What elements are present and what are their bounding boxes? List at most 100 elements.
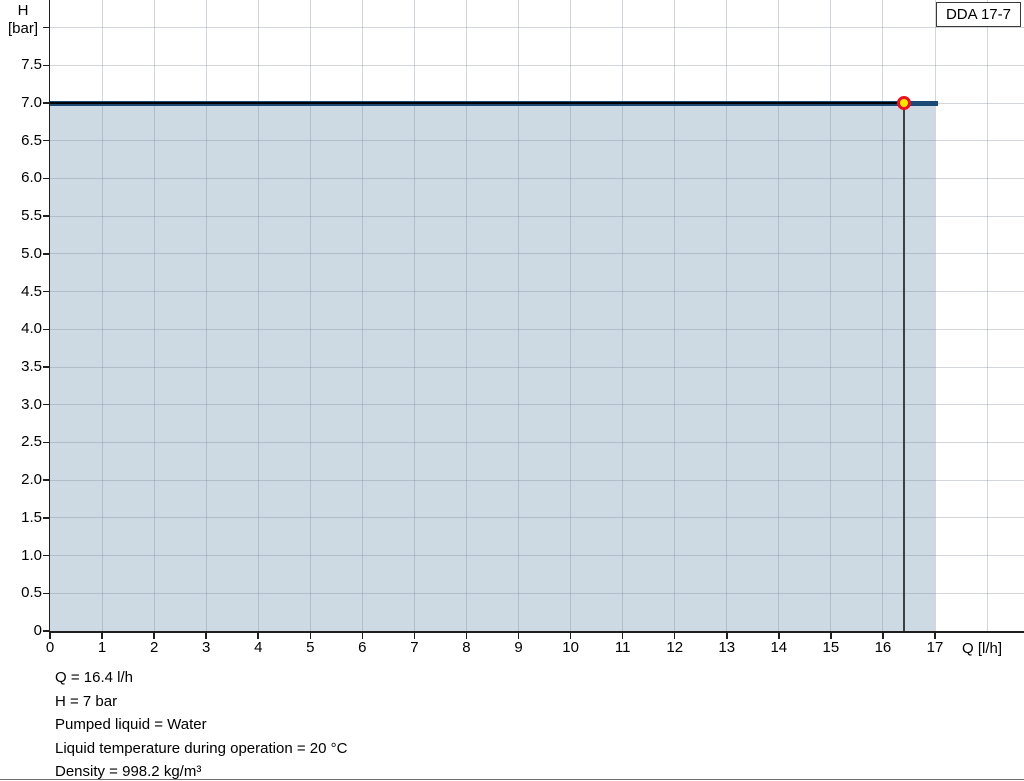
y-tick-label: 0.5 bbox=[21, 584, 42, 602]
y-tick-mark bbox=[43, 479, 49, 481]
y-tick-mark bbox=[43, 403, 49, 406]
x-tick-label: 4 bbox=[254, 639, 263, 656]
x-tick-label: 15 bbox=[822, 639, 840, 656]
y-tick-mark bbox=[43, 26, 49, 29]
area-fill bbox=[50, 105, 935, 631]
grid-line-horizontal bbox=[50, 592, 1024, 594]
y-tick-mark bbox=[43, 517, 49, 519]
y-tick-label: 2.0 bbox=[21, 471, 42, 489]
q-ref-line bbox=[903, 108, 905, 631]
x-tick-label: 3 bbox=[202, 639, 211, 656]
x-tick-label: 14 bbox=[770, 639, 788, 656]
y-tick-mark bbox=[43, 630, 49, 632]
grid-line-horizontal bbox=[50, 479, 1024, 481]
grid-line-horizontal bbox=[50, 177, 1024, 179]
y-axis-title-quantity: H bbox=[17, 2, 29, 19]
y-tick-mark bbox=[43, 215, 49, 217]
y-tick-mark bbox=[43, 102, 49, 104]
y-axis bbox=[48, 0, 50, 633]
y-tick-mark bbox=[43, 64, 49, 67]
x-tick-mark bbox=[726, 632, 728, 639]
x-tick-mark bbox=[257, 632, 259, 639]
grid-line-horizontal bbox=[50, 64, 1024, 66]
x-tick-mark bbox=[153, 632, 155, 639]
x-tick-mark bbox=[778, 632, 780, 639]
x-tick-mark bbox=[830, 632, 832, 639]
y-tick-label: 1.5 bbox=[21, 508, 42, 526]
x-tick-mark bbox=[517, 632, 520, 639]
pump-model-badge: DDA 17-7 bbox=[935, 2, 1021, 27]
grid-line-horizontal bbox=[50, 328, 1024, 330]
y-tick-label: 1.0 bbox=[21, 546, 42, 564]
grid-line-vertical bbox=[986, 0, 988, 631]
operating-point[interactable] bbox=[896, 96, 911, 110]
y-tick-mark bbox=[43, 366, 49, 368]
y-tick-label: 5.5 bbox=[21, 207, 42, 225]
x-tick-label: 7 bbox=[410, 639, 419, 656]
x-tick-label: 5 bbox=[306, 639, 315, 656]
grid-line-horizontal bbox=[50, 441, 1024, 443]
x-tick-mark bbox=[621, 632, 624, 639]
y-tick-mark bbox=[43, 554, 49, 557]
grid-line-vertical bbox=[309, 0, 311, 631]
y-tick-label: 0 bbox=[33, 622, 42, 639]
grid-line-vertical bbox=[778, 0, 780, 631]
x-tick-label: 13 bbox=[718, 639, 736, 656]
footer-line-flow: Q = 16.4 l/h bbox=[55, 669, 133, 686]
footer-line-density: Density = 998.2 kg/m³ bbox=[55, 763, 202, 780]
footer-line-head: H = 7 bar bbox=[55, 692, 118, 710]
y-axis-title: H [bar] bbox=[0, 2, 46, 37]
y-tick-label: 4.0 bbox=[21, 320, 42, 338]
y-axis-title-unit: [bar] bbox=[7, 19, 38, 37]
grid-line-horizontal bbox=[50, 517, 1024, 519]
x-tick-mark bbox=[205, 632, 207, 639]
x-tick-label: 12 bbox=[666, 639, 684, 656]
x-tick-label: 17 bbox=[926, 639, 944, 656]
grid-line-vertical bbox=[153, 0, 155, 631]
x-tick-label: 16 bbox=[874, 639, 892, 656]
grid-line-horizontal bbox=[50, 366, 1024, 368]
x-tick-label: 9 bbox=[514, 639, 523, 656]
footer-line-liquid: Pumped liquid = Water bbox=[55, 716, 207, 733]
grid-line-horizontal bbox=[50, 555, 1024, 557]
y-tick-label: 4.5 bbox=[21, 282, 42, 300]
grid-line-vertical bbox=[257, 0, 259, 631]
grid-line-vertical bbox=[518, 0, 520, 631]
y-tick-mark bbox=[43, 177, 49, 180]
x-tick-label: 11 bbox=[614, 639, 631, 656]
footer-line-temperature: Liquid temperature during operation = 20… bbox=[55, 739, 348, 757]
x-tick-mark bbox=[309, 632, 312, 639]
x-tick-mark bbox=[361, 632, 364, 639]
grid-line-horizontal bbox=[50, 253, 1024, 255]
x-tick-mark bbox=[882, 632, 884, 639]
grid-line-horizontal bbox=[50, 27, 1024, 29]
grid-line-horizontal bbox=[50, 404, 1024, 406]
operating-data-block: Q = 16.4 l/h H = 7 bar Pumped liquid = W… bbox=[55, 666, 347, 781]
grid-line-vertical bbox=[622, 0, 624, 631]
x-tick-label: 2 bbox=[149, 639, 159, 656]
grid-line-vertical bbox=[674, 0, 676, 631]
y-tick-mark bbox=[43, 253, 49, 255]
y-tick-label: 3.5 bbox=[21, 358, 42, 375]
x-tick-mark bbox=[465, 632, 468, 639]
grid-line-vertical bbox=[830, 0, 832, 631]
grid-line-horizontal bbox=[50, 291, 1024, 293]
y-tick-mark bbox=[43, 139, 49, 142]
grid-line-vertical bbox=[413, 0, 415, 631]
y-tick-label: 7.0 bbox=[21, 94, 42, 111]
x-tick-mark bbox=[569, 632, 572, 639]
y-tick-label: 7.5 bbox=[21, 56, 42, 74]
grid-line-vertical bbox=[465, 0, 467, 631]
grid-line-vertical bbox=[361, 0, 363, 631]
y-tick-label: 5.0 bbox=[21, 244, 42, 262]
grid-line-vertical bbox=[882, 0, 884, 631]
y-tick-label: 6.5 bbox=[21, 131, 42, 149]
grid-line-vertical bbox=[934, 0, 936, 631]
y-tick-label: 3.0 bbox=[21, 395, 42, 413]
grid-line-vertical bbox=[570, 0, 572, 631]
x-axis bbox=[48, 631, 1024, 633]
x-tick-label: 6 bbox=[358, 639, 367, 656]
grid-line-vertical bbox=[205, 0, 207, 631]
